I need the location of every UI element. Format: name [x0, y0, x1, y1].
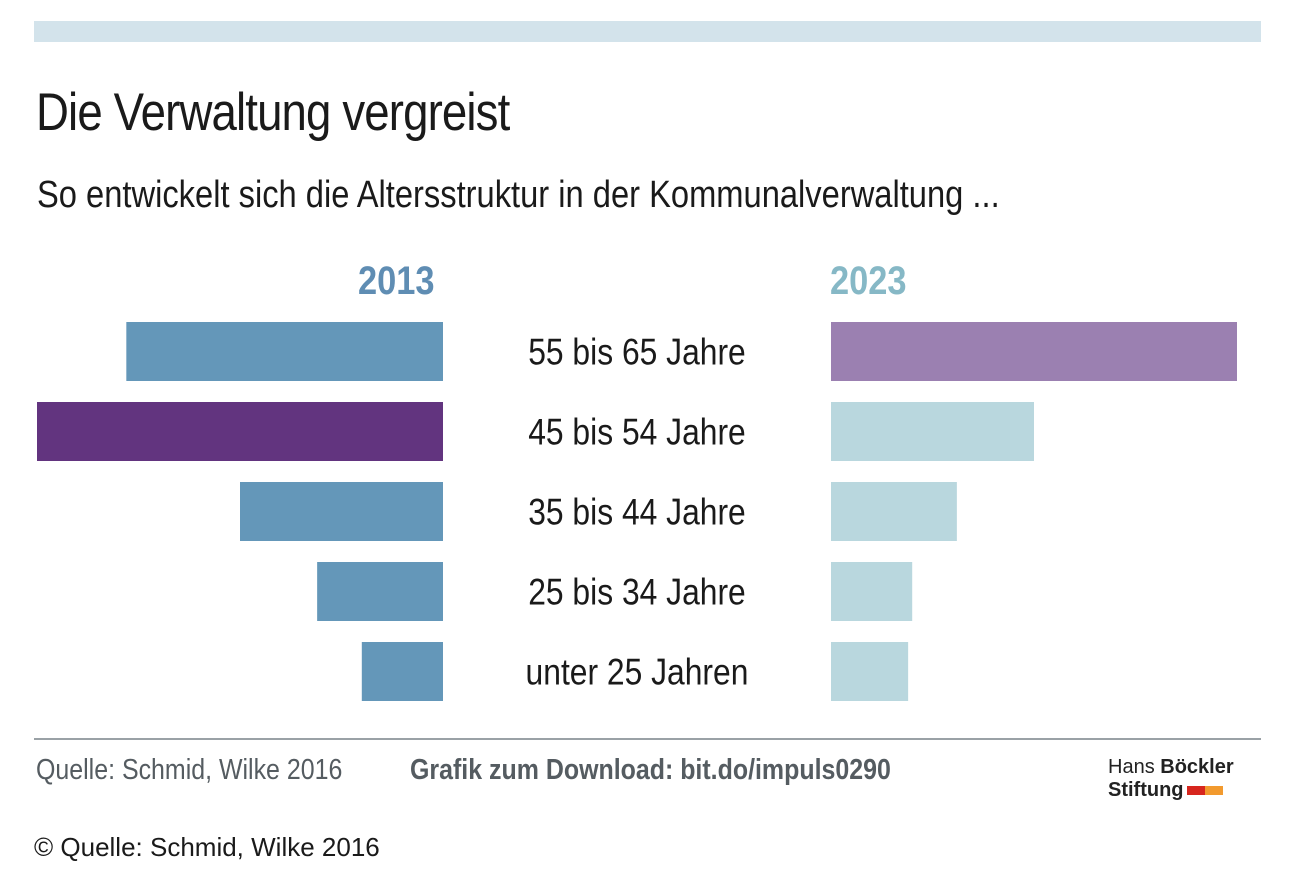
hans-boeckler-logo: Hans Böckler Stiftung: [1108, 756, 1258, 806]
bar-2013-45-bis-54-jahre: [37, 402, 443, 461]
series-label-2013: 2013: [358, 259, 435, 303]
footer-divider: [34, 738, 1261, 740]
logo-word-stiftung: Stiftung: [1108, 779, 1184, 801]
footer-download-link[interactable]: Grafik zum Download: bit.do/impuls0290: [410, 754, 891, 786]
category-label-25-bis-34-jahre: 25 bis 34 Jahre: [528, 572, 746, 613]
series-label-2023: 2023: [830, 259, 907, 303]
category-label-unter-25-jahren: unter 25 Jahren: [526, 652, 749, 693]
chart-subtitle: So entwickelt sich die Altersstruktur in…: [37, 174, 1000, 216]
bar-2013-35-bis-44-jahre: [240, 482, 443, 541]
footer-source: Quelle: Schmid, Wilke 2016: [36, 754, 343, 786]
bar-2013-unter-25-jahren: [361, 642, 443, 701]
logo-red-bar: [1186, 786, 1205, 796]
logo-word-boeckler: Böckler: [1160, 756, 1234, 778]
bar-2023-unter-25-jahren: [831, 642, 909, 701]
category-label-55-bis-65-jahre: 55 bis 65 Jahre: [528, 332, 746, 373]
top-band: [34, 21, 1261, 42]
bar-2023-25-bis-34-jahre: [831, 562, 913, 621]
copyright-note: © Quelle: Schmid, Wilke 2016: [34, 832, 380, 862]
bar-2013-25-bis-34-jahre: [317, 562, 443, 621]
category-label-35-bis-44-jahre: 35 bis 44 Jahre: [528, 492, 746, 533]
bar-2023-45-bis-54-jahre: [831, 402, 1034, 461]
bar-2013-55-bis-65-jahre: [126, 322, 443, 381]
logo-word-hans: Hans: [1108, 756, 1155, 778]
chart-title: Die Verwaltung vergreist: [36, 83, 510, 142]
category-label-45-bis-54-jahre: 45 bis 54 Jahre: [528, 412, 746, 453]
bar-2023-55-bis-65-jahre: [831, 322, 1237, 381]
logo-orange-bar: [1204, 786, 1223, 796]
bar-2023-35-bis-44-jahre: [831, 482, 957, 541]
